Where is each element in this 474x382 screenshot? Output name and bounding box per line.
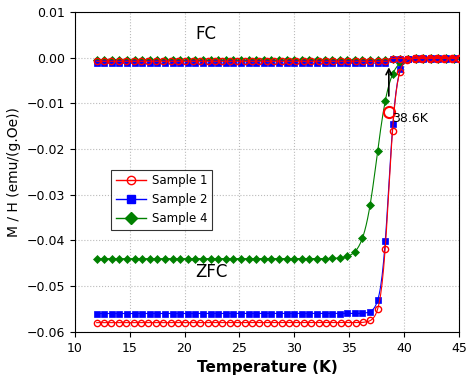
Legend: Sample 1, Sample 2, Sample 4: Sample 1, Sample 2, Sample 4 [111,170,212,230]
Text: ZFC: ZFC [196,263,228,281]
Text: FC: FC [196,25,217,44]
Text: 38.6K: 38.6K [392,112,428,125]
Y-axis label: M / H (emu/(g.Oe)): M / H (emu/(g.Oe)) [7,107,21,237]
X-axis label: Temperature (K): Temperature (K) [197,360,337,375]
